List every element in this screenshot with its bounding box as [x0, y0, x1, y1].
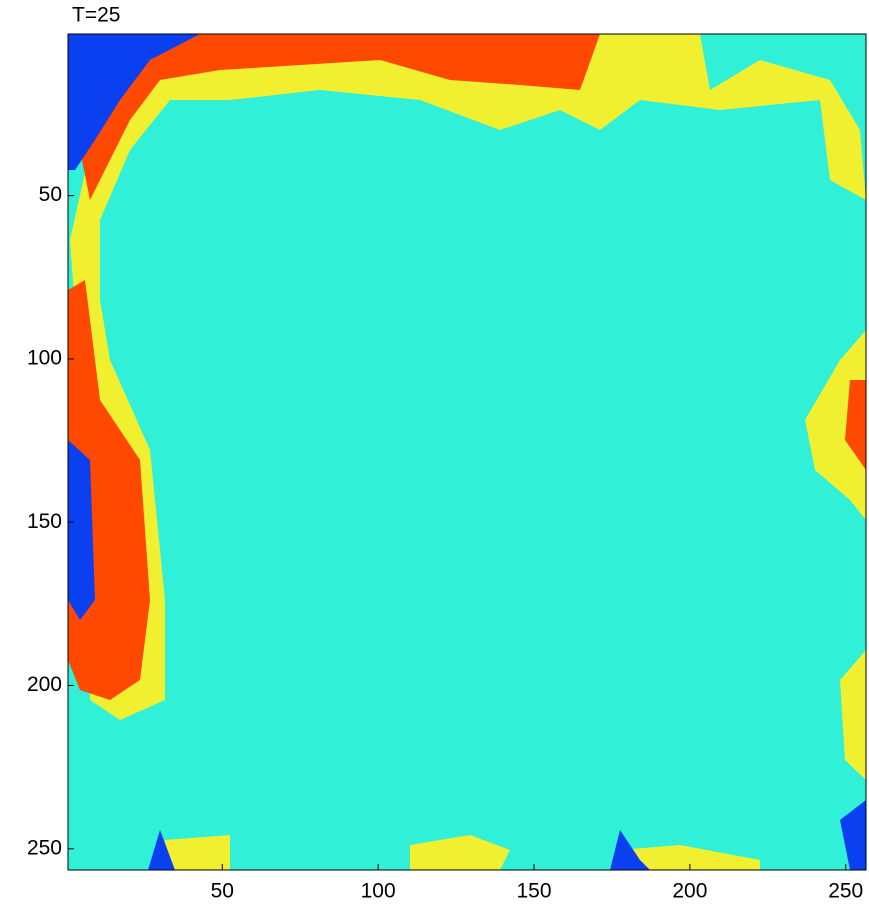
y-tick-label: 200: [27, 673, 62, 696]
chart-title: T=25: [72, 4, 120, 27]
y-tick-label: 250: [27, 836, 62, 859]
region: [610, 830, 650, 870]
region: [70, 34, 866, 720]
region: [840, 650, 866, 780]
image-background: [68, 34, 866, 870]
region: [805, 330, 866, 520]
y-tick-label: 150: [27, 510, 62, 533]
region: [620, 845, 760, 870]
region: [80, 34, 600, 200]
y-tick-label: 50: [39, 183, 62, 206]
x-tick-label: 250: [828, 880, 863, 903]
region: [68, 34, 200, 170]
x-tick-label: 50: [211, 880, 234, 903]
y-tick-label: 100: [27, 346, 62, 369]
x-tick-label: 100: [361, 880, 396, 903]
plot-frame: [67, 33, 867, 871]
region: [160, 835, 230, 870]
x-tick-label: 200: [672, 880, 707, 903]
x-tick-label: 150: [516, 880, 551, 903]
region: [68, 440, 95, 620]
image-regions: [68, 34, 866, 870]
region: [410, 835, 510, 870]
region: [148, 830, 175, 870]
region: [845, 380, 866, 470]
region: [840, 800, 866, 870]
